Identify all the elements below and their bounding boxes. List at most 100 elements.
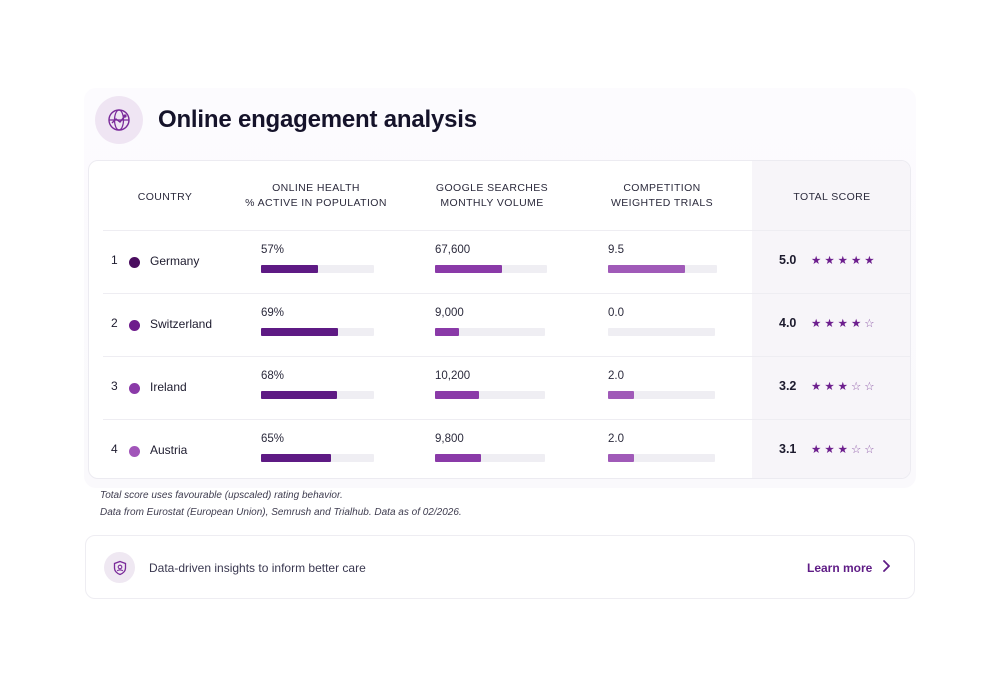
column-header-google-searches: GOOGLE SEARCHES MONTHLY VOLUME: [435, 182, 549, 209]
country-name: Switzerland: [150, 317, 213, 331]
google-searches-bar-fill: [435, 328, 460, 336]
star-full-icon: ★: [864, 255, 878, 267]
star-rating: ★★★☆☆: [811, 442, 878, 456]
total-score-value: 3.1: [779, 442, 797, 456]
table-row: 3 Ireland 68% 10,200 2.0 3.2 ★★★☆☆: [89, 357, 910, 420]
competition-value: 9.5: [608, 244, 624, 256]
column-header-online-health: ONLINE HEALTH % ACTIVE IN POPULATION: [245, 182, 387, 209]
star-empty-icon: ☆: [850, 381, 865, 393]
star-full-icon: ★: [824, 444, 838, 456]
star-full-icon: ★: [824, 255, 838, 267]
rank-number: 1: [111, 253, 118, 267]
column-header-country: COUNTRY: [137, 191, 193, 203]
country-name: Ireland: [150, 380, 187, 394]
total-score-value: 5.0: [779, 253, 797, 267]
competition-bar: [608, 454, 715, 462]
competition-value: 2.0: [608, 370, 624, 382]
online-health-value: 65%: [261, 433, 285, 445]
country-name: Germany: [150, 254, 200, 268]
star-full-icon: ★: [824, 381, 838, 393]
competition-bar-fill: [608, 265, 686, 273]
card-header: Online engagement analysis: [95, 96, 477, 144]
footnote-sources: Data from Eurostat (European Union), Sem…: [100, 507, 462, 518]
total-score-value: 3.2: [779, 379, 797, 393]
google-searches-bar: [435, 454, 545, 462]
table-row: 4 Austria 65% 9,800 2.0 3.1 ★★★☆☆: [89, 420, 910, 478]
rank-number: 3: [111, 379, 118, 393]
online-health-value: 69%: [261, 307, 285, 319]
competition-bar: [608, 265, 717, 273]
online-health-bar-fill: [261, 391, 337, 399]
country-dot: [129, 446, 140, 457]
country-dot: [129, 257, 140, 268]
online-health-bar: [261, 454, 374, 462]
country-dot: [129, 383, 140, 394]
country-dot: [129, 320, 140, 331]
shield-icon: [104, 552, 135, 583]
star-empty-icon: ☆: [864, 381, 878, 393]
star-rating: ★★★☆☆: [811, 379, 878, 393]
competition-bar: [608, 391, 715, 399]
competition-bar: [608, 328, 715, 336]
google-searches-value: 9,800: [435, 433, 464, 445]
star-full-icon: ★: [837, 381, 851, 393]
star-rating: ★★★★☆: [811, 316, 878, 330]
learn-more-link[interactable]: Learn more: [807, 561, 873, 575]
row-divider: [103, 356, 910, 357]
online-health-bar-fill: [261, 454, 332, 462]
google-searches-value: 67,600: [435, 244, 471, 256]
competition-value: 0.0: [608, 307, 624, 319]
star-full-icon: ★: [837, 318, 851, 330]
column-header-total-score: TOTAL SCORE: [793, 191, 871, 203]
star-full-icon: ★: [811, 255, 825, 267]
footnote-scoring: Total score uses favourable (upscaled) r…: [100, 490, 343, 501]
star-empty-icon: ☆: [850, 444, 865, 456]
online-health-value: 57%: [261, 244, 285, 256]
row-divider: [103, 293, 910, 294]
online-health-bar-fill: [261, 328, 338, 336]
star-full-icon: ★: [811, 381, 825, 393]
star-full-icon: ★: [837, 255, 851, 267]
google-searches-bar-fill: [435, 391, 479, 399]
global-network-icon: [95, 96, 143, 144]
competition-value: 2.0: [608, 433, 624, 445]
row-divider: [103, 230, 910, 231]
chevron-right-icon[interactable]: [878, 558, 894, 574]
star-full-icon: ★: [811, 318, 825, 330]
star-full-icon: ★: [811, 444, 825, 456]
online-health-bar: [261, 328, 374, 336]
google-searches-value: 10,200: [435, 370, 471, 382]
star-full-icon: ★: [850, 318, 865, 330]
row-divider: [103, 419, 910, 420]
star-full-icon: ★: [837, 444, 851, 456]
online-health-value: 68%: [261, 370, 285, 382]
google-searches-bar: [435, 328, 545, 336]
online-health-bar: [261, 265, 374, 273]
competition-bar-fill: [608, 454, 634, 462]
star-full-icon: ★: [850, 255, 865, 267]
star-full-icon: ★: [824, 318, 838, 330]
engagement-table: COUNTRY ONLINE HEALTH % ACTIVE IN POPULA…: [88, 160, 911, 479]
banner-text: Data-driven insights to inform better ca…: [149, 561, 366, 575]
table-row: 2 Switzerland 69% 9,000 0.0 4.0 ★★★★☆: [89, 294, 910, 357]
star-empty-icon: ☆: [864, 444, 878, 456]
star-empty-icon: ☆: [864, 318, 878, 330]
table-row: 1 Germany 57% 67,600 9.5 5.0 ★★★★★: [89, 231, 910, 294]
country-name: Austria: [150, 443, 188, 457]
rank-number: 2: [111, 316, 118, 330]
online-health-bar: [261, 391, 374, 399]
online-health-bar-fill: [261, 265, 318, 273]
total-score-column-background: [752, 161, 910, 478]
insights-banner: Data-driven insights to inform better ca…: [85, 535, 915, 599]
competition-bar-fill: [608, 391, 634, 399]
google-searches-bar-fill: [435, 454, 482, 462]
google-searches-bar: [435, 391, 545, 399]
google-searches-bar-fill: [435, 265, 503, 273]
google-searches-value: 9,000: [435, 307, 464, 319]
rank-number: 4: [111, 442, 118, 456]
page-title: Online engagement analysis: [158, 106, 477, 133]
total-score-value: 4.0: [779, 316, 797, 330]
star-rating: ★★★★★: [811, 253, 878, 267]
google-searches-bar: [435, 265, 547, 273]
column-header-competition: COMPETITION WEIGHTED TRIALS: [610, 182, 714, 209]
